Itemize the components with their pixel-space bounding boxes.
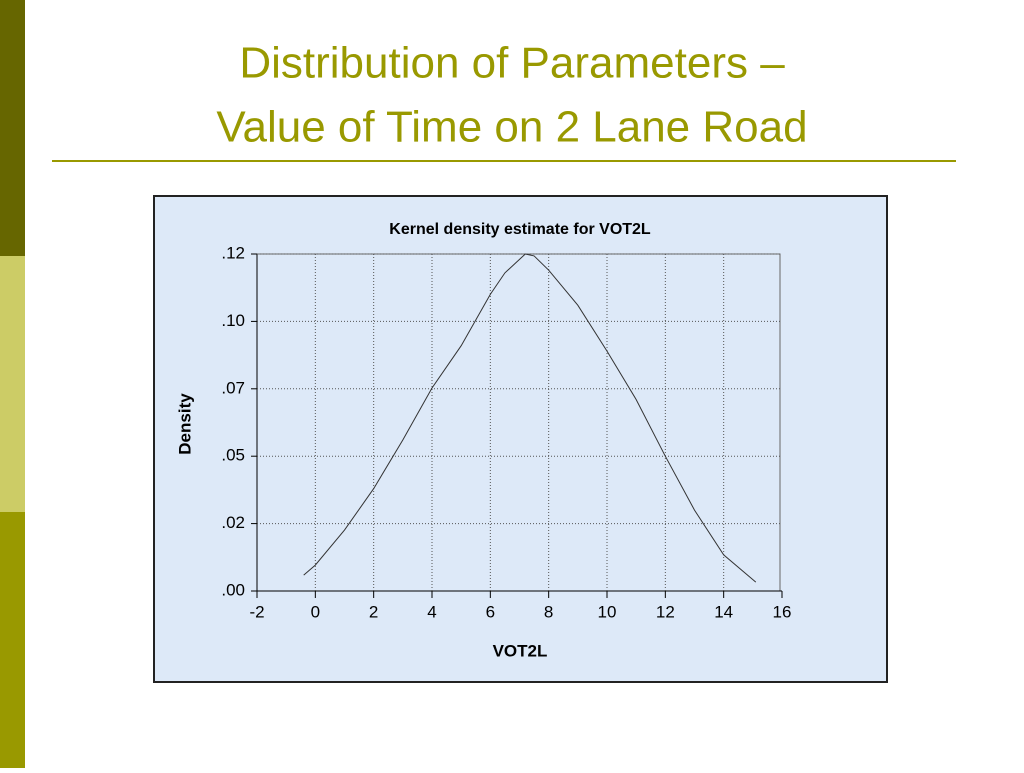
y-axis-title: Density (175, 393, 194, 455)
y-tick-label: .12 (221, 243, 245, 262)
y-tick-label: .05 (221, 446, 245, 465)
x-tick-label: 10 (598, 602, 617, 621)
x-tick-label: 4 (427, 602, 436, 621)
side-bar (0, 512, 25, 768)
x-tick-label: 2 (369, 602, 378, 621)
side-bar (0, 256, 25, 512)
y-tick-label: .07 (221, 378, 245, 397)
x-axis-title: VOT2L (493, 641, 548, 660)
x-tick-label: 12 (656, 602, 675, 621)
x-tick-label: 14 (714, 602, 733, 621)
y-tick-label: .00 (221, 580, 245, 599)
chart-frame (153, 195, 888, 683)
x-tick-label: 16 (773, 602, 792, 621)
y-tick-label: .10 (221, 311, 245, 330)
x-tick-label: 6 (486, 602, 495, 621)
x-tick-label: 0 (311, 602, 320, 621)
x-tick-label: 8 (544, 602, 553, 621)
side-bar (0, 0, 25, 256)
slide-title: Distribution of Parameters – (239, 39, 785, 88)
chart-title: Kernel density estimate for VOT2L (389, 221, 651, 238)
density-line (303, 253, 757, 583)
slide-title: Value of Time on 2 Lane Road (216, 103, 807, 152)
y-tick-label: .02 (221, 513, 245, 532)
x-tick-label: -2 (249, 602, 264, 621)
